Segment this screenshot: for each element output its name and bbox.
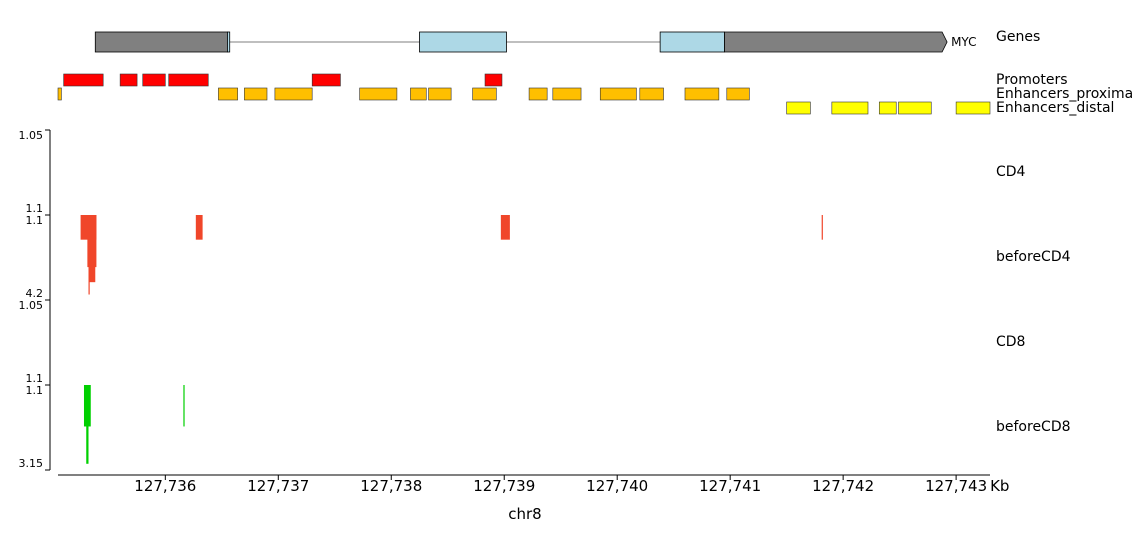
gene-name-label: MYC	[951, 35, 976, 49]
promoter-region	[168, 73, 209, 87]
track-label-genes: Genes	[996, 29, 1040, 45]
enhancer-proximal-region	[726, 87, 750, 101]
enhancer-proximal-region	[244, 87, 268, 101]
signal-bars	[80, 215, 823, 464]
track-label-cd8: CD8	[996, 334, 1025, 350]
gene-exon	[659, 31, 725, 53]
promoter-track	[63, 73, 503, 87]
before-cd4-signal-bar	[195, 215, 203, 240]
x-tick-label: 127,737	[247, 477, 309, 495]
gene-exon	[724, 31, 948, 53]
before-cd4-signal-bar	[500, 215, 510, 240]
enhancer-distal-region	[955, 101, 991, 115]
enhancer-proximal-region	[274, 87, 313, 101]
promoter-region	[484, 73, 503, 87]
track-label-before-cd4: beforeCD4	[996, 249, 1071, 265]
track-labels: Genes Promoters Enhancers_proximal Enhan…	[996, 29, 1133, 435]
before-cd8-signal-bar	[86, 385, 89, 464]
track-label-cd4: CD4	[996, 164, 1026, 180]
enhancer-proximal-region	[428, 87, 452, 101]
enhancer-distal-region	[786, 101, 811, 115]
before-cd4-signal-bar	[88, 215, 96, 283]
enhancer-proximal-region	[57, 87, 62, 101]
cd8-ymax-label: 1.1	[26, 372, 44, 385]
x-tick-label: 127,740	[586, 477, 648, 495]
x-tick-label: 127,736	[134, 477, 196, 495]
enhancer-distal-region	[878, 101, 897, 115]
enhancer-proximal-region	[472, 87, 497, 101]
track-label-before-cd8: beforeCD8	[996, 419, 1071, 435]
cd4-ymax-label: 1.1	[26, 202, 44, 215]
promoter-region	[142, 73, 166, 87]
x-tick-label: 127,738	[360, 477, 422, 495]
gene-track: MYC	[94, 31, 976, 53]
x-tick-label: 127,742	[812, 477, 874, 495]
enhancer-distal-region	[898, 101, 932, 115]
before-cd4-signal-bar	[88, 215, 90, 295]
enhancer-proximal-region	[528, 87, 548, 101]
enhancer-distal-track	[786, 101, 991, 115]
x-tick-label: 127,741	[699, 477, 761, 495]
before-cd4-ymax-label: 4.2	[26, 287, 44, 300]
x-axis: 127,736 127,737 127,738 127,739 127,740 127,7…	[58, 474, 1009, 523]
enhancer-proximal-region	[599, 87, 637, 101]
x-tick-label: 127,739	[473, 477, 535, 495]
enhancer-distal-region	[831, 101, 869, 115]
before-cd8-signal-bar	[183, 385, 185, 427]
gene-exon	[94, 31, 228, 53]
signal-y-tick-labels: 1.05 1.1 1.1 4.2 1.05 1.1 1.1 3.15	[19, 129, 44, 470]
promoter-region	[63, 73, 104, 87]
gene-exon	[227, 31, 231, 53]
signal-y-axes	[45, 129, 51, 471]
x-unit-label: Kb	[990, 477, 1009, 495]
enhancer-proximal-region	[552, 87, 582, 101]
track-label-enhancers-distal: Enhancers_distal	[996, 100, 1114, 116]
x-ticks: 127,736 127,737 127,738 127,739 127,740 127,7…	[134, 475, 987, 495]
x-axis-title: chr8	[508, 505, 541, 523]
cd4-ymin-label: 1.05	[19, 129, 44, 142]
before-cd8-ymin-label: 1.1	[26, 384, 44, 397]
track-label-enhancers-proximal: Enhancers_proximal	[996, 86, 1133, 102]
enhancer-proximal-region	[410, 87, 427, 101]
enhancer-proximal-region	[639, 87, 664, 101]
enhancer-proximal-region	[218, 87, 238, 101]
cd8-ymin-label: 1.05	[19, 299, 44, 312]
enhancer-proximal-region	[684, 87, 720, 101]
enhancer-proximal-track	[57, 87, 750, 101]
before-cd4-signal-bar	[821, 215, 823, 240]
enhancer-proximal-region	[359, 87, 398, 101]
before-cd4-ymin-label: 1.1	[26, 214, 44, 227]
promoter-region	[311, 73, 341, 87]
track-label-promoters: Promoters	[996, 72, 1068, 88]
gene-exon	[419, 31, 507, 53]
before-cd8-ymax-label: 3.15	[19, 457, 44, 470]
promoter-region	[119, 73, 138, 87]
gene-exons	[94, 31, 948, 53]
x-tick-label: 127,743	[925, 477, 987, 495]
